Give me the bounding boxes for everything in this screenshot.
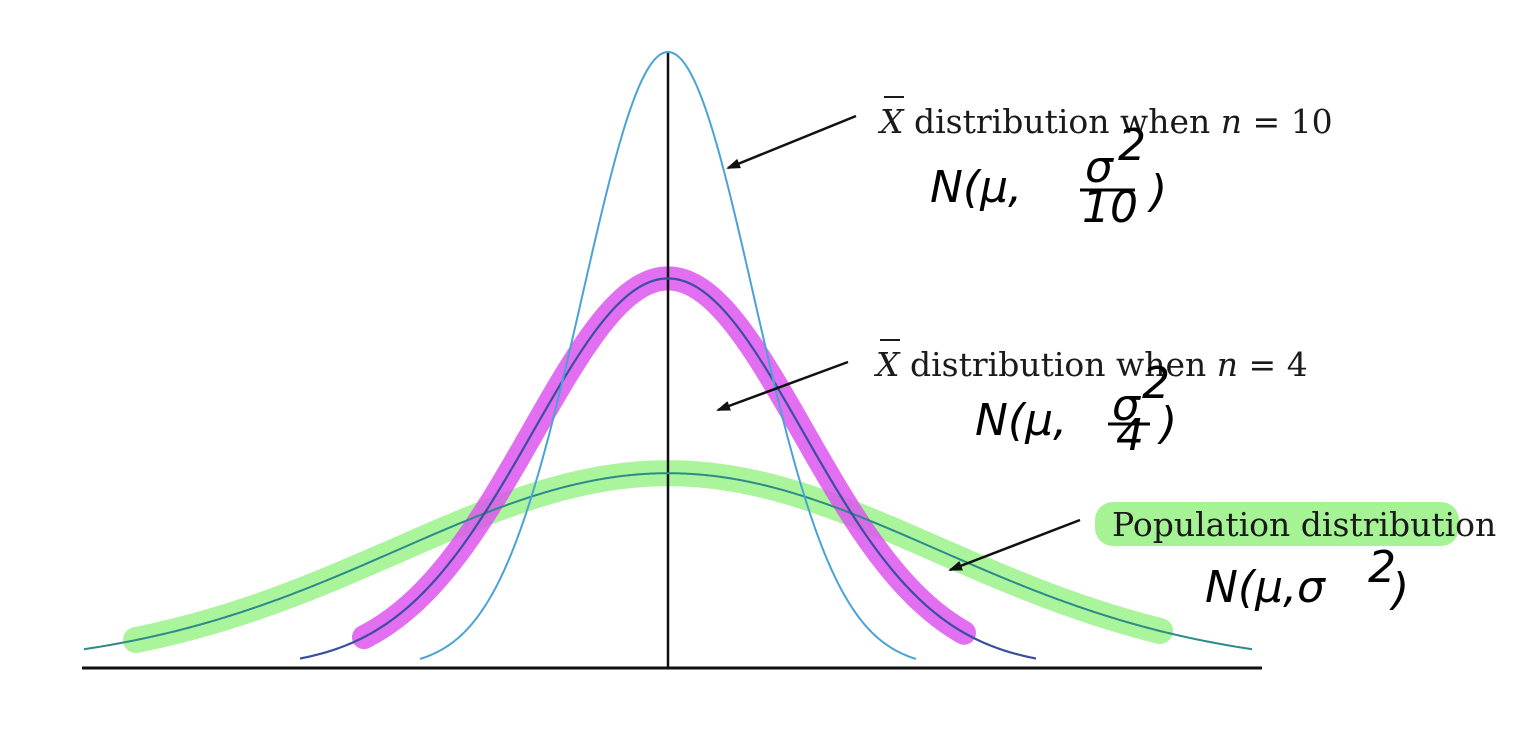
svg-text:σ: σ (1085, 142, 1114, 193)
population-highlight-stroke (123, 460, 1173, 654)
n4-curve (299, 277, 1037, 660)
pop-annot-suffix: ) (1389, 564, 1409, 615)
n10-annot-den: 10 (1082, 182, 1138, 233)
population-label-text: Population distribution (1112, 505, 1496, 544)
equals: = (1242, 102, 1291, 141)
svg-text:): ) (1157, 398, 1177, 449)
n4-annot-suffix: ) (1157, 398, 1177, 449)
svg-text:10: 10 (1082, 182, 1138, 233)
n10-annot-sup: 2 (1118, 120, 1146, 171)
pop-annot-text: N(μ,σ (1205, 562, 1326, 613)
n-variable: n (1217, 345, 1238, 384)
svg-text:N(μ,σ: N(μ,σ (1205, 562, 1326, 613)
n4-value: 4 (1287, 345, 1308, 384)
n4-label: X distribution when n = 4 (873, 339, 1308, 384)
n10-arrow (726, 114, 857, 170)
n4-label-text: distribution when (900, 345, 1217, 384)
n10-label-text: distribution when (904, 102, 1221, 141)
equals: = (1238, 345, 1287, 384)
population-arrow (948, 518, 1081, 572)
n10-annot-prefix: N(μ, (930, 162, 1022, 213)
svg-text:X distribution when n = 4: X distribution when n = 4 (873, 345, 1308, 384)
svg-text:N(μ,: N(μ, (975, 395, 1067, 446)
n10-curve (419, 50, 917, 660)
n4-annot-den: 4 (1116, 410, 1144, 461)
population-curve (83, 472, 1253, 651)
svg-text:2: 2 (1142, 358, 1170, 409)
n10-annot-suffix: ) (1147, 166, 1167, 217)
n4-arrow (716, 360, 849, 412)
n10-label: X distribution when n = 10 (877, 96, 1333, 141)
n4-highlight-stroke (352, 266, 976, 650)
n4-annot-sup: 2 (1142, 358, 1170, 409)
pop-annot-sup: 2 (1368, 542, 1396, 593)
svg-text:): ) (1147, 166, 1167, 217)
xbar-symbol: X (877, 102, 905, 141)
population-label: Population distribution (1095, 502, 1496, 546)
n4-annotation: N(μ, σ 2 4 ) (975, 358, 1177, 461)
population-label-highlight (1095, 502, 1459, 546)
n10-annotation: N(μ, σ 2 10 ) (930, 120, 1167, 233)
svg-text:4: 4 (1116, 410, 1144, 461)
population-annotation: N(μ,σ 2 ) (1205, 542, 1409, 615)
svg-text:2: 2 (1118, 120, 1146, 171)
n10-annot-num: σ (1085, 142, 1114, 193)
n4-annot-prefix: N(μ, (975, 395, 1067, 446)
n-variable: n (1221, 102, 1242, 141)
xbar-symbol: X (873, 345, 901, 384)
svg-text:X distribution when n = 10: X distribution when n = 10 (877, 102, 1333, 141)
svg-text:): ) (1389, 564, 1409, 615)
n10-value: 10 (1291, 102, 1333, 141)
svg-text:N(μ,: N(μ, (930, 162, 1022, 213)
svg-text:2: 2 (1368, 542, 1396, 593)
